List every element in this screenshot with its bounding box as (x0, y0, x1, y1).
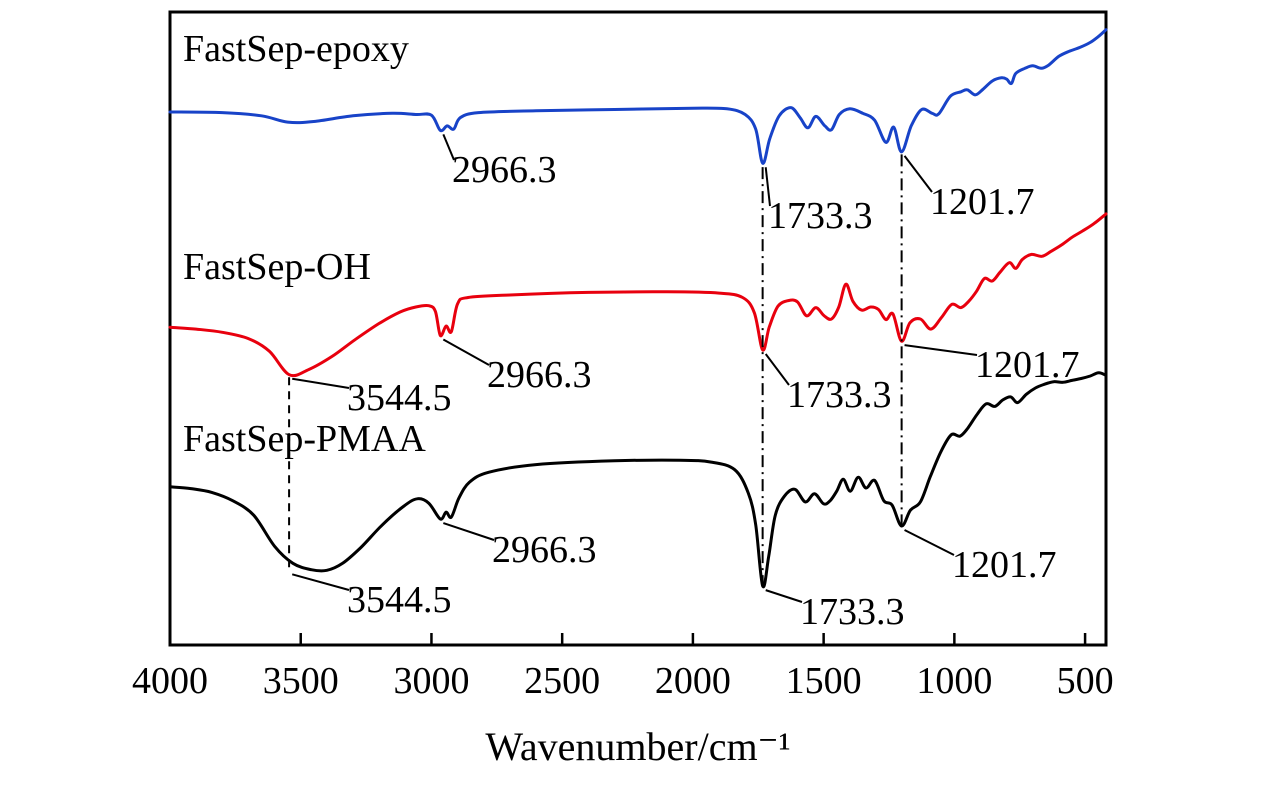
x-tick-label: 1500 (786, 660, 862, 702)
peak-annotation-fastsep-oh-1733.3: 1733.3 (787, 374, 892, 416)
annotation-leader (443, 522, 495, 541)
annotation-leader (442, 338, 490, 366)
peak-annotation-fastsep-pmaa-1733.3: 1733.3 (800, 591, 905, 633)
peak-annotation-fastsep-pmaa-3544.5: 3544.5 (347, 579, 452, 621)
x-tick-label: 3000 (393, 660, 469, 702)
annotation-leader (442, 133, 455, 161)
trace-fastsep-epoxy (168, 28, 1108, 165)
x-axis-label: Wavenumber/cm⁻¹ (485, 724, 790, 769)
annotation-leader (765, 589, 803, 603)
peak-annotation-fastsep-oh-1201.7: 1201.7 (975, 344, 1080, 386)
series-label-fastsep-epoxy: FastSep-epoxy (183, 28, 409, 70)
annotation-leader (904, 529, 955, 556)
annotation-leader (291, 573, 350, 591)
trace-fastsep-pmaa (168, 371, 1108, 589)
peak-annotation-fastsep-pmaa-1201.7: 1201.7 (952, 544, 1057, 586)
series-label-fastsep-pmaa: FastSep-PMAA (183, 418, 426, 460)
peak-annotation-fastsep-epoxy-1733.3: 1733.3 (768, 195, 873, 237)
annotation-leader (904, 344, 978, 356)
peak-annotation-fastsep-epoxy-1201.7: 1201.7 (930, 181, 1035, 223)
x-tick-label: 2000 (655, 660, 731, 702)
x-tick-label: 1000 (916, 660, 992, 702)
peak-annotation-fastsep-epoxy-2966.3: 2966.3 (452, 149, 557, 191)
annotation-leader (764, 167, 771, 207)
x-tick-label: 2500 (524, 660, 600, 702)
peak-annotation-fastsep-pmaa-2966.3: 2966.3 (492, 529, 597, 571)
x-tick-label: 4000 (132, 660, 208, 702)
annotation-leader (764, 353, 790, 386)
annotation-leader (292, 377, 350, 389)
x-tick-label: 3500 (263, 660, 339, 702)
x-tick-label: 500 (1057, 660, 1114, 702)
peak-annotation-fastsep-oh-2966.3: 2966.3 (487, 354, 592, 396)
peak-annotation-fastsep-oh-3544.5: 3544.5 (347, 377, 452, 419)
annotation-leader (903, 155, 933, 193)
trace-fastsep-oh (168, 212, 1108, 378)
series-label-fastsep-oh: FastSep-OH (183, 246, 371, 288)
